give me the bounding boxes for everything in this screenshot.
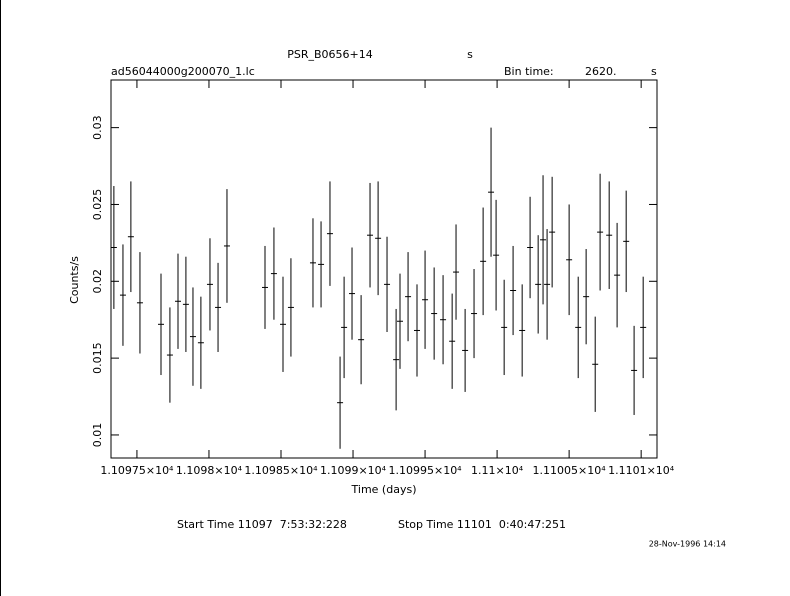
x-axis-label: Time (days) <box>351 483 417 496</box>
date-stamp: 28-Nov-1996 14:14 <box>649 540 726 549</box>
x-tick-label: 1.10995×10⁴ <box>388 464 462 477</box>
plot-frame <box>110 79 658 459</box>
y-axis-label: Counts/s <box>68 256 81 304</box>
x-tick-label: 1.1101×10⁴ <box>608 464 675 477</box>
x-tick-label: 1.1099×10⁴ <box>320 464 387 477</box>
bin-time-label: Bin time: <box>504 65 554 78</box>
x-tick-label: 1.10975×10⁴ <box>100 464 174 477</box>
x-tick-label: 1.11×10⁴ <box>471 464 524 477</box>
start-time: Start Time 11097 7:53:32:228 <box>177 518 347 531</box>
y-tick-label: 0.02 <box>91 269 104 294</box>
y-tick-label: 0.025 <box>91 189 104 221</box>
x-tick-label: 1.10985×10⁴ <box>244 464 318 477</box>
y-tick-label: 0.03 <box>91 115 104 140</box>
y-tick-label: 0.01 <box>91 423 104 448</box>
x-tick-label: 1.11005×10⁴ <box>533 464 607 477</box>
y-tick-label: 0.015 <box>91 342 104 374</box>
bin-time: 2620. <box>585 65 617 78</box>
x-tick-label: 1.1098×10⁴ <box>176 464 243 477</box>
bin-time-unit: s <box>651 65 657 78</box>
stop-time: Stop Time 11101 0:40:47:251 <box>398 518 566 531</box>
file-name: ad56044000g200070_1.lc <box>111 65 255 78</box>
title-unit: s <box>467 48 473 61</box>
chart-title: PSR_B0656+14 <box>287 48 373 61</box>
